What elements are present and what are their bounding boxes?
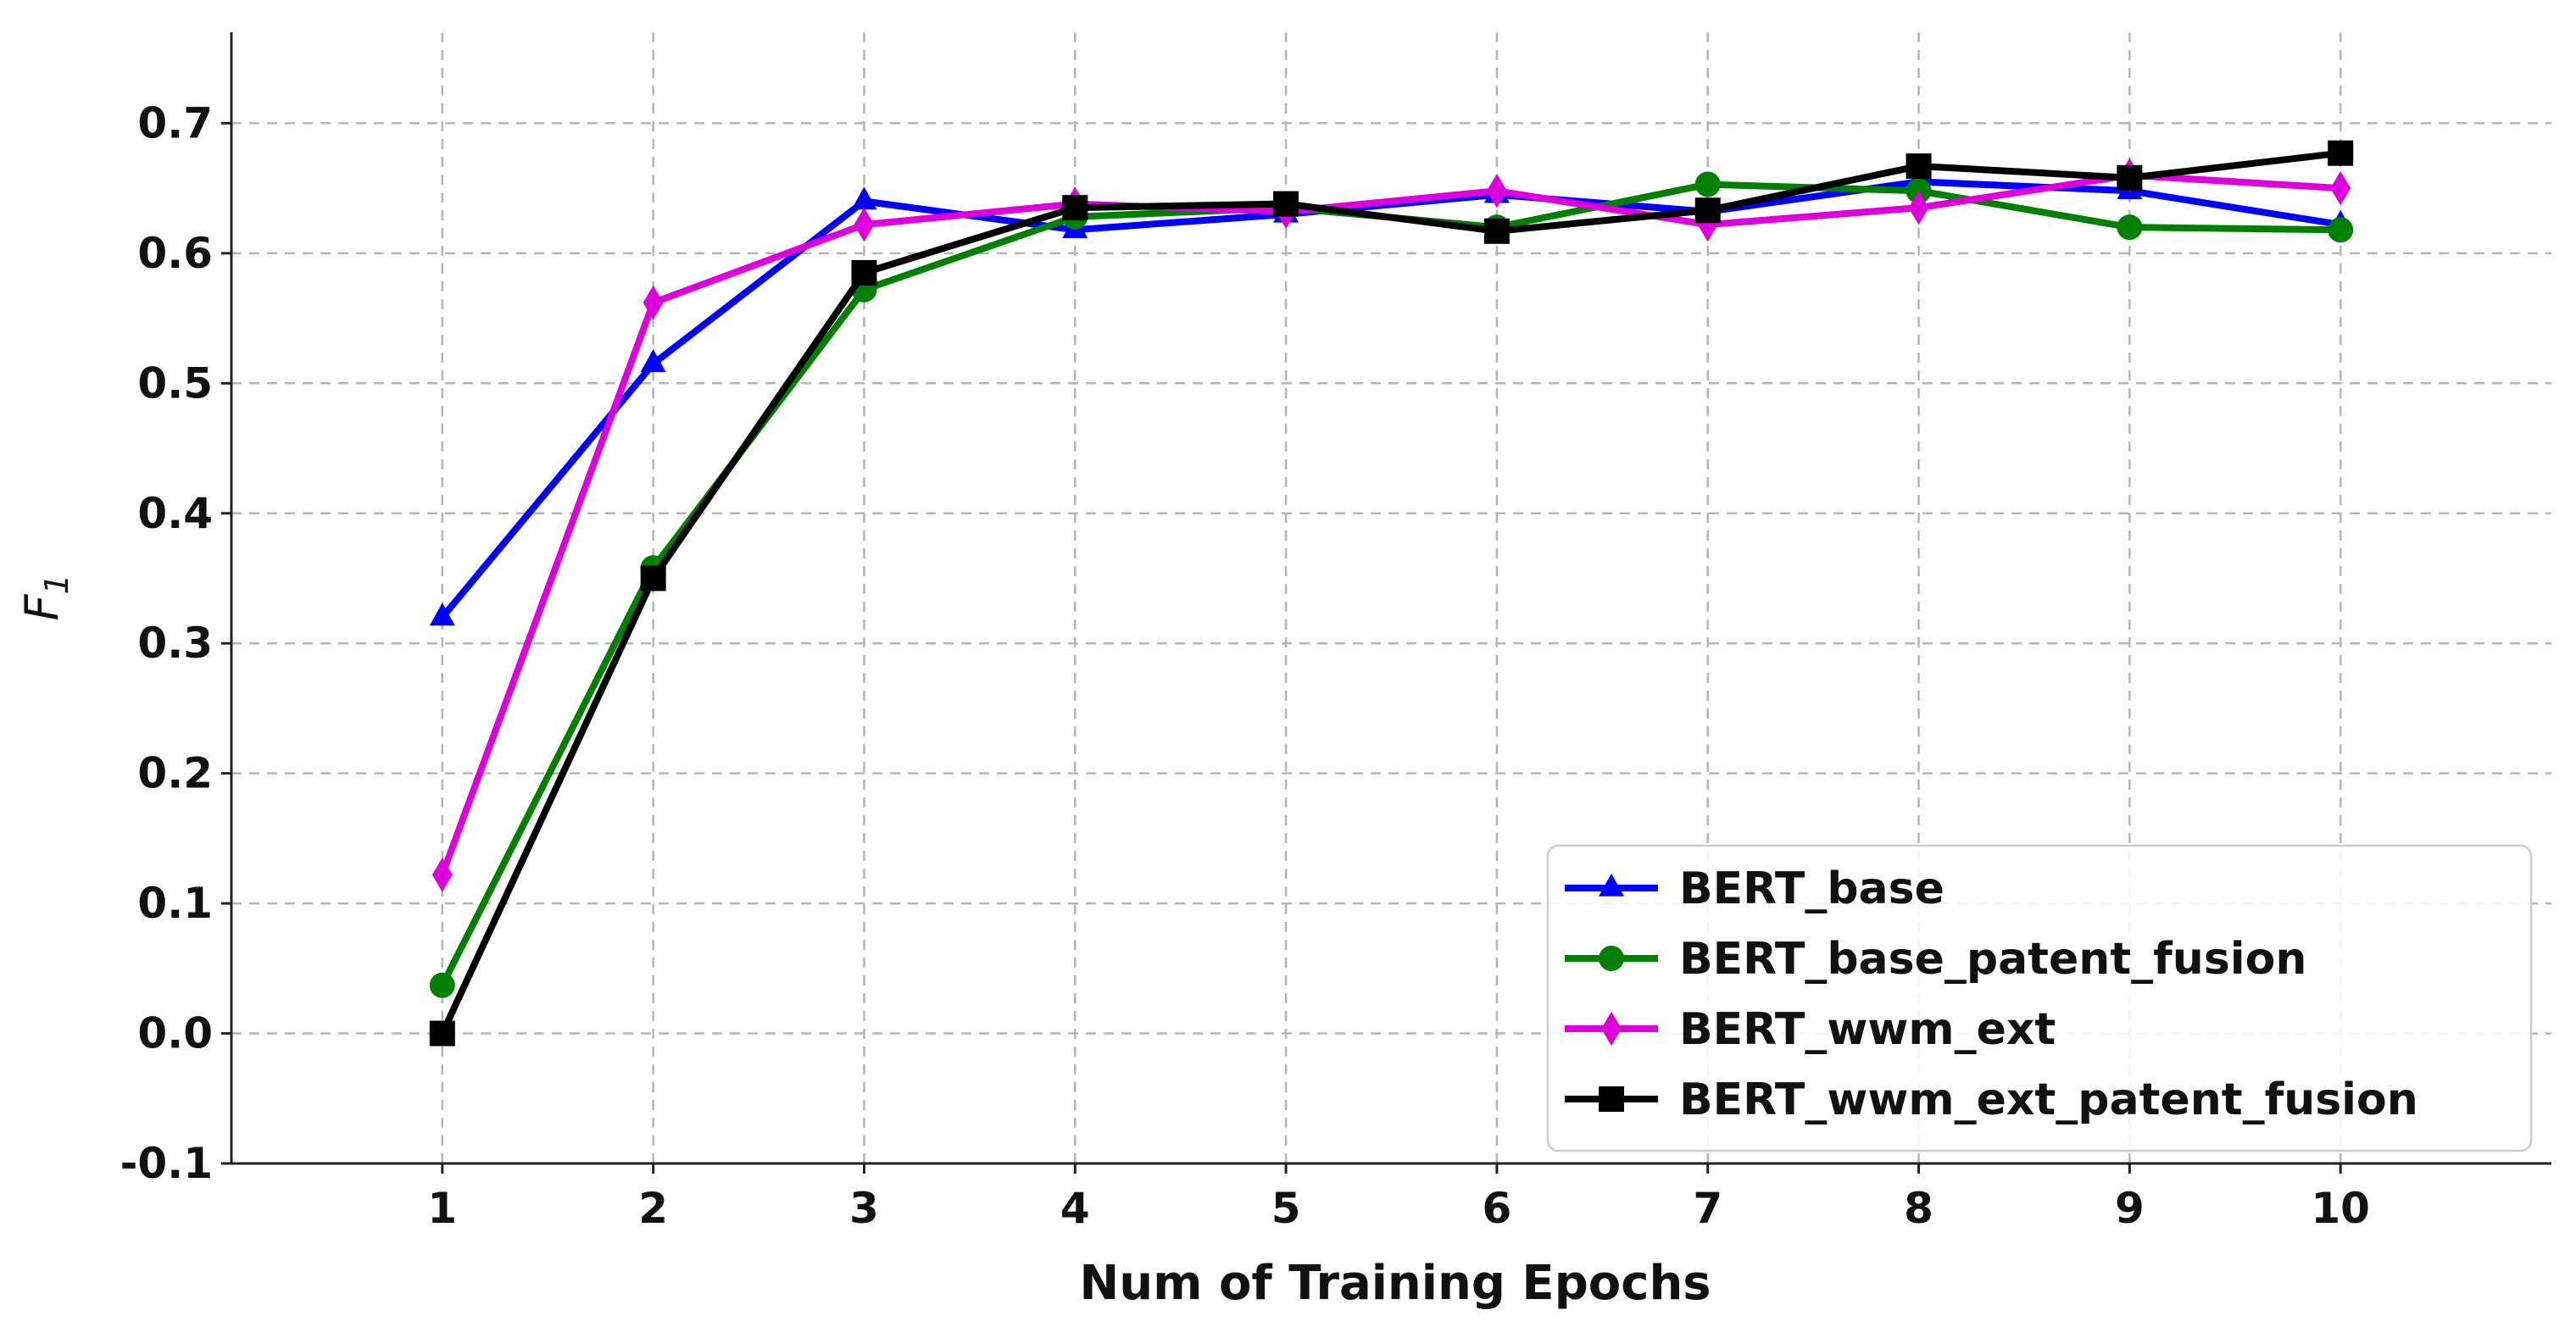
x-tick-label: 8: [1904, 1184, 1933, 1233]
series-BERT_wwm_ext: [431, 158, 2351, 892]
data-point: [431, 858, 453, 892]
data-point: [2328, 217, 2354, 243]
legend: BERT_base BERT_base_patent_fusion BERT_wwm…: [1546, 844, 2533, 1152]
data-point: [851, 259, 877, 286]
data-point: [1694, 197, 1721, 224]
x-tick-label: 10: [2311, 1184, 2370, 1233]
data-point: [1908, 190, 1929, 225]
data-point: [2117, 164, 2143, 191]
data-point: [2328, 140, 2354, 166]
legend-label: BERT_wwm_ext: [1679, 1004, 2056, 1055]
data-point: [429, 1020, 455, 1047]
data-point: [854, 207, 875, 242]
y-tick-label: 0.4: [137, 489, 213, 538]
data-point: [1483, 218, 1510, 244]
legend-label: BERT_base: [1679, 863, 1945, 914]
y-tick-label: -0.1: [120, 1139, 213, 1188]
data-point: [1062, 195, 1088, 221]
data-point: [429, 602, 455, 626]
data-point: [1906, 153, 1932, 180]
data-point: [851, 186, 877, 210]
y-tick-label: 0.3: [137, 619, 213, 668]
x-tick-label: 4: [1060, 1184, 1090, 1233]
x-tick-label: 3: [849, 1184, 879, 1233]
legend-entry: BERT_base: [1565, 863, 1945, 914]
y-tick-labels: -0.1 0.0 0.1 0.2 0.3 0.4 0.5 0.6 0.7: [120, 98, 213, 1188]
x-tick-labels: 1 2 3 4 5 6 7 8 9 10: [427, 1184, 2370, 1233]
y-tick-label: 0.2: [137, 749, 213, 798]
data-point: [1694, 171, 1721, 197]
legend-marker: [1599, 1086, 1624, 1112]
y-axis-label: F1: [15, 574, 75, 620]
data-point: [643, 285, 664, 320]
data-point: [1273, 191, 1299, 217]
x-tick-label: 5: [1271, 1184, 1301, 1233]
legend-entry: BERT_wwm_ext: [1565, 1004, 2056, 1055]
x-tick-label: 1: [427, 1184, 457, 1233]
series-line: [439, 171, 2341, 876]
data-point: [429, 972, 455, 998]
legend-marker: [1599, 946, 1624, 971]
x-tick-label: 6: [1483, 1184, 1512, 1233]
data-point: [640, 349, 666, 373]
svg-text:F1: F1: [15, 574, 75, 620]
axes: [221, 32, 2551, 1174]
y-tick-label: 0.0: [137, 1009, 213, 1058]
x-axis-label: Num of Training Epochs: [1079, 1256, 1711, 1311]
series-line: [439, 178, 2341, 620]
series: [429, 140, 2354, 1047]
legend-label: BERT_base_patent_fusion: [1679, 934, 2306, 985]
legend-entry: BERT_wwm_ext_patent_fusion: [1565, 1074, 2418, 1125]
y-tick-label: 0.6: [137, 229, 213, 278]
legend-entry: BERT_base_patent_fusion: [1565, 934, 2306, 985]
y-tick-label: 0.5: [137, 358, 213, 408]
data-point: [2117, 214, 2143, 241]
series-BERT_wwm_ext_patent_fusion: [429, 140, 2354, 1047]
data-point: [1486, 173, 1507, 208]
x-tick-label: 9: [2115, 1184, 2145, 1233]
legend-box: [1546, 844, 2533, 1152]
series-BERT_base: [429, 167, 2354, 626]
legend-label: BERT_wwm_ext_patent_fusion: [1679, 1074, 2418, 1125]
data-point: [640, 565, 666, 591]
x-tick-label: 2: [638, 1184, 668, 1233]
data-point: [2330, 170, 2351, 206]
legend-marker: [1601, 1011, 1622, 1047]
y-axis-label-subscript: 1: [38, 574, 75, 594]
series-line: [439, 149, 2341, 1036]
y-tick-label: 0.1: [137, 879, 213, 928]
y-tick-label: 0.7: [137, 98, 213, 147]
legend-marker: [1599, 873, 1624, 897]
x-tick-label: 7: [1693, 1184, 1722, 1233]
